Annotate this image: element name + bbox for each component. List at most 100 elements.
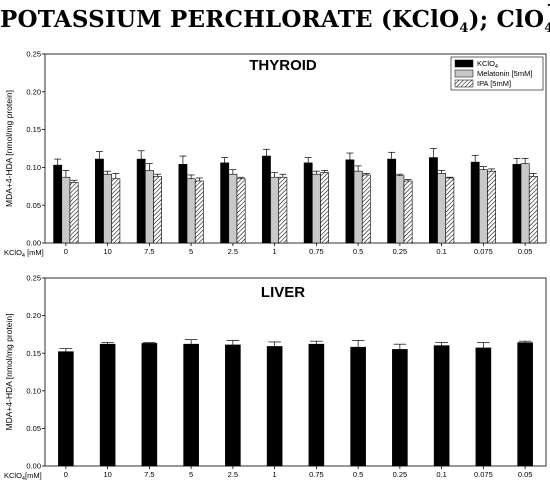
bar	[111, 178, 121, 244]
plot-frame	[44, 53, 547, 244]
bar	[470, 161, 480, 244]
y-tick-label: 0.00	[26, 239, 41, 248]
bar	[225, 344, 241, 467]
figure-title: POTASSIUM PERCHLORATE (KClO 4); ClO−4	[0, 0, 550, 36]
x-tick-label: 0.075	[474, 247, 493, 256]
panel-title: THYROID	[249, 57, 317, 74]
bar	[512, 164, 522, 244]
bar	[487, 170, 496, 244]
x-tick-label: 0.5	[353, 470, 363, 479]
legend-swatch	[454, 69, 474, 78]
title-text-2: ); ClO	[468, 6, 545, 33]
title-subscript-2: 4	[544, 21, 550, 36]
x-tick-label: 0.05	[518, 470, 533, 479]
x-tick-label: 5	[189, 247, 193, 256]
bar	[103, 173, 113, 244]
y-tick-label: 0.05	[26, 424, 41, 433]
bar	[320, 172, 329, 244]
bar	[308, 343, 325, 467]
plot-frame	[44, 277, 547, 467]
bar	[228, 173, 238, 244]
bar	[520, 163, 530, 244]
x-tick-label: 0.1	[436, 470, 446, 479]
bar	[311, 173, 321, 244]
bar	[517, 342, 533, 467]
y-tick-label: 0.05	[26, 201, 41, 210]
bar	[53, 164, 63, 244]
x-tick-label: 2.5	[228, 247, 238, 256]
bar	[387, 158, 397, 244]
x-tick-label: 1	[273, 470, 277, 479]
bar	[58, 351, 74, 467]
bar	[392, 349, 408, 467]
bar	[403, 180, 413, 244]
bar	[61, 176, 71, 244]
x-axis-label: KClO4[mM]	[4, 471, 42, 482]
bar	[186, 178, 196, 244]
panel-title: LIVER	[261, 284, 305, 301]
y-tick-label: 0.20	[26, 87, 41, 96]
y-tick-label: 0.25	[26, 274, 41, 283]
x-tick-label: 2.5	[228, 470, 238, 479]
y-tick-label: 0.20	[26, 311, 41, 320]
legend-swatch	[454, 59, 474, 68]
bar	[236, 178, 246, 244]
bar	[266, 346, 283, 467]
y-tick-label: 0.10	[26, 386, 41, 395]
bar	[478, 169, 488, 244]
x-tick-label: 0.5	[353, 247, 363, 256]
bar	[345, 159, 355, 244]
x-tick-label: 0.75	[309, 470, 324, 479]
x-tick-label: 0.075	[474, 470, 493, 479]
y-tick-label: 0.00	[26, 462, 41, 471]
bar	[136, 158, 146, 244]
bar	[141, 343, 158, 467]
y-tick-label: 0.10	[26, 163, 41, 172]
bar	[395, 175, 405, 244]
bar	[153, 176, 162, 244]
title-text: POTASSIUM PERCHLORATE (KClO	[0, 6, 460, 33]
bar	[429, 157, 438, 244]
x-tick-label: 0	[64, 470, 68, 479]
bar	[262, 155, 271, 244]
bar	[437, 173, 447, 244]
x-tick-label: 7.5	[144, 470, 154, 479]
bar	[183, 343, 199, 467]
bar	[361, 174, 371, 244]
x-tick-label: 0.25	[393, 247, 408, 256]
y-axis-label: MDA+4-HDA [nmol/mg protein]	[4, 90, 14, 207]
bar	[69, 182, 79, 244]
bar	[95, 158, 104, 244]
x-tick-label: 0.1	[436, 247, 446, 256]
bar	[350, 346, 366, 467]
x-tick-label: 10	[103, 470, 111, 479]
bar	[144, 170, 154, 244]
bar	[270, 176, 280, 244]
perchlorate-ion: −4	[544, 0, 550, 36]
x-tick-label: 0	[64, 247, 68, 256]
x-tick-label: 0.05	[518, 247, 533, 256]
bar	[220, 162, 230, 244]
bar	[353, 170, 363, 244]
bar	[99, 343, 116, 467]
x-tick-label: 1	[273, 247, 277, 256]
bar	[303, 162, 313, 244]
y-tick-label: 0.15	[26, 125, 41, 134]
legend-label: KClO4	[477, 59, 498, 70]
bar	[445, 177, 455, 244]
x-axis-label: KClO4 [mM]	[4, 248, 44, 259]
bar	[194, 180, 204, 244]
x-tick-label: 0.75	[309, 247, 324, 256]
y-tick-label: 0.15	[26, 349, 41, 358]
legend-label: IPA [5mM]	[477, 79, 511, 88]
bar	[475, 347, 492, 467]
bar	[433, 345, 450, 467]
x-tick-label: 7.5	[144, 247, 154, 256]
bar	[528, 176, 538, 244]
x-tick-label: 0.25	[393, 470, 408, 479]
x-tick-label: 10	[103, 247, 111, 256]
